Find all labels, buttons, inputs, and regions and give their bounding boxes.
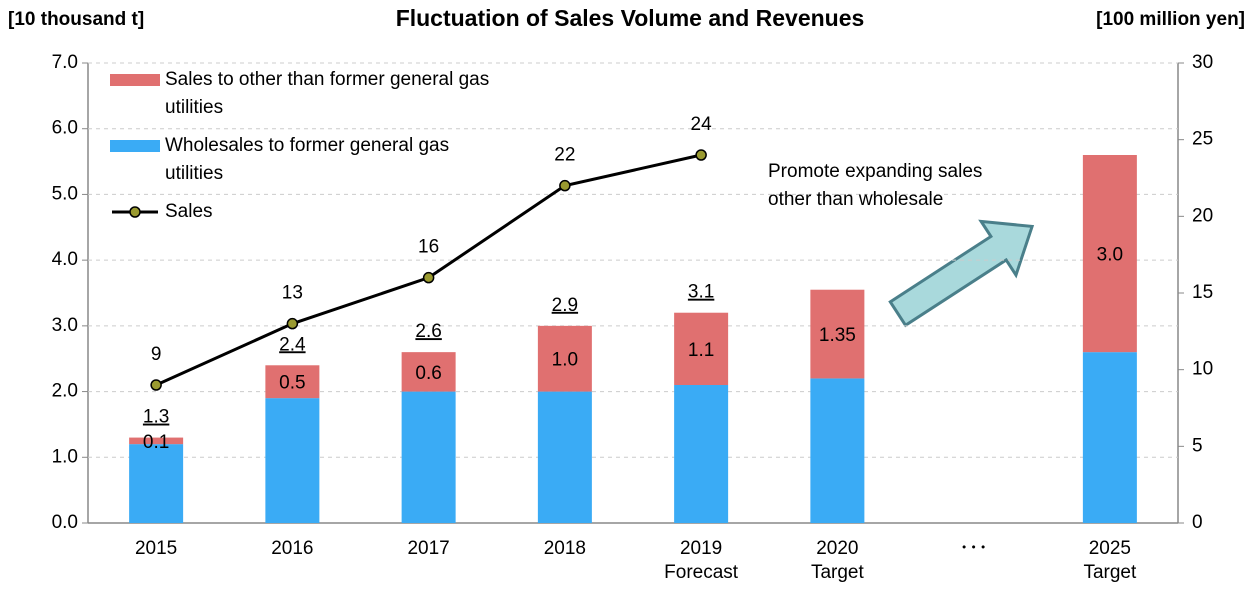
marker	[422, 271, 435, 284]
total-label: 3.1	[688, 282, 714, 303]
data-label: 13	[282, 283, 303, 304]
bar-segment	[674, 312, 729, 385]
y-tick-label: 7.0	[52, 52, 78, 73]
marker	[286, 317, 299, 330]
data-label: 1.0	[552, 350, 578, 371]
legend-swatch	[110, 74, 160, 86]
line	[155, 153, 702, 387]
x-tick-label: 2025 Target	[1083, 538, 1137, 583]
marker	[695, 149, 707, 161]
bar-segment	[537, 325, 592, 392]
y2-tick-label: 0	[1192, 512, 1203, 533]
bar-segment	[401, 352, 456, 392]
data-label: 1.1	[688, 340, 714, 361]
marker	[559, 179, 571, 192]
data-label: 9	[151, 344, 162, 365]
legend-label: Sales to other than former general gas u…	[165, 69, 490, 118]
bar-segment	[401, 391, 456, 523]
bar-segment	[129, 444, 184, 523]
data-label: 24	[691, 114, 713, 135]
bar-segment	[1082, 155, 1137, 353]
total-label: 2.4	[279, 334, 306, 355]
bar-segment	[810, 378, 865, 523]
y2-tick-label: 5	[1192, 435, 1203, 456]
data-label: 0.5	[279, 373, 305, 394]
y-tick-label: 5.0	[52, 183, 78, 204]
arrow	[888, 219, 1035, 328]
legend-swatch	[110, 140, 160, 152]
y-tick-label: 3.0	[52, 315, 78, 336]
x-tick-label: ･･･	[959, 538, 988, 559]
x-tick-label: 2015	[134, 538, 178, 559]
y-tick-label: 6.0	[52, 118, 78, 139]
y2-tick-label: 30	[1192, 52, 1213, 73]
x-tick-label: 2017	[407, 538, 450, 559]
data-label: 0.1	[143, 432, 169, 453]
bar-segment	[810, 289, 865, 379]
y2-axis-label: [100 million yen]	[1096, 9, 1245, 30]
marker	[150, 379, 162, 391]
data-label: 22	[554, 145, 575, 166]
bar-segment	[674, 385, 729, 523]
data-label: 1.35	[819, 325, 856, 346]
x-tick-label: 2018	[543, 538, 587, 559]
legend-marker	[129, 206, 141, 218]
data-label: 3.0	[1097, 245, 1123, 266]
chart-title: Fluctuation of Sales Volume and Revenues	[396, 5, 865, 31]
x-tick-label: 2019 Forecast	[664, 538, 739, 583]
y-tick-label: 1.0	[52, 446, 78, 467]
y-axis-label: [10 thousand t]	[8, 9, 144, 30]
y2-tick-label: 20	[1192, 205, 1213, 226]
bar-segment	[1082, 352, 1137, 523]
data-label: 0.6	[415, 363, 441, 384]
y-tick-label: 4.0	[52, 249, 78, 270]
bar-segment	[265, 365, 320, 399]
data-label: 16	[418, 237, 439, 258]
y-tick-label: 2.0	[52, 381, 78, 402]
bar-segment	[265, 398, 320, 523]
y-tick-label: 0.0	[52, 512, 78, 533]
y2-tick-label: 25	[1192, 129, 1213, 150]
legend-label: Sales	[165, 201, 213, 222]
legend-label: Wholesales to former general gas utiliti…	[165, 135, 450, 184]
total-label: 2.9	[552, 295, 578, 316]
annotation: other than wholesale	[768, 189, 943, 210]
x-tick-label: 2020 Target	[810, 538, 864, 583]
annotation: Promote expanding sales	[768, 161, 982, 182]
y2-tick-label: 10	[1192, 359, 1213, 380]
y2-tick-label: 15	[1192, 282, 1213, 303]
bar-segment	[129, 437, 184, 445]
total-label: 1.3	[143, 407, 169, 428]
x-tick-label: 2016	[271, 538, 314, 559]
total-label: 2.6	[415, 321, 441, 342]
bar-segment	[537, 391, 592, 523]
